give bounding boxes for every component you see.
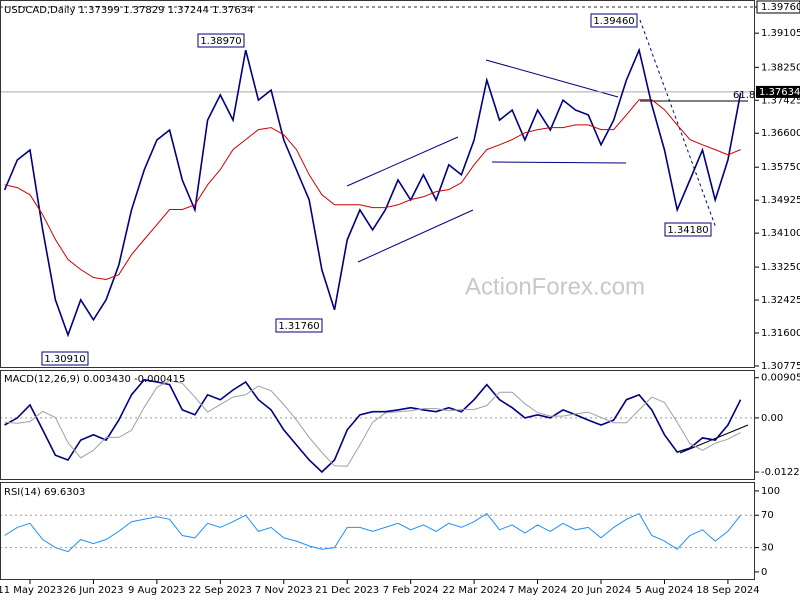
series-line	[4, 99, 741, 281]
x-tick-label: 5 Aug 2024	[636, 585, 694, 596]
last-price-box	[756, 85, 800, 98]
series-line	[4, 380, 741, 467]
y-tick-label: 0	[761, 567, 767, 578]
x-tick-label: 9 Aug 2023	[128, 585, 186, 596]
y-tick-label: 30	[761, 543, 774, 554]
x-tick-label: 22 Mar 2024	[442, 585, 505, 596]
y-tick-label: 100	[761, 486, 780, 497]
y-tick-label: 1.39105	[761, 28, 800, 39]
triangle-line	[491, 161, 627, 164]
x-tick-label: 7 Nov 2023	[255, 585, 313, 596]
series-line	[4, 378, 742, 474]
series-line	[4, 512, 741, 553]
x-tick-label: 11 May 2023	[0, 585, 63, 596]
y-tick-label: 1.38250	[761, 62, 800, 73]
y-tick-label: 1.39760	[761, 2, 800, 13]
x-tick-label: 7 May 2024	[508, 585, 567, 596]
x-tick-label: 22 Sep 2023	[189, 585, 252, 596]
y-tick-label: 1.30775	[761, 361, 800, 372]
macd-trendline	[679, 424, 749, 454]
y-tick-label: 1.34100	[761, 228, 800, 239]
annotation: 1.38970	[200, 36, 241, 47]
y-tick-label: 1.35750	[761, 162, 800, 173]
x-tick-label: 26 Jun 2023	[63, 585, 123, 596]
watermark: ActionForex.com	[465, 273, 645, 300]
annotation-box	[664, 222, 712, 237]
panel-frame	[0, 370, 755, 480]
y-tick-label: 1.32425	[761, 295, 800, 306]
x-tick-label: 18 Sep 2024	[696, 585, 759, 596]
x-tick-label: 21 Dec 2023	[315, 585, 379, 596]
last-price-label: 1.37634	[759, 87, 800, 98]
series-line	[3, 47, 742, 338]
y-tick-label: 70	[761, 510, 774, 521]
panel-title: MACD(12,26,9) 0.003430 -0.000415	[4, 374, 185, 385]
annotation: 1.39460	[593, 16, 634, 27]
annotation-box	[41, 351, 89, 366]
y-tick-label: -0.012209	[761, 467, 800, 478]
panel-frame	[0, 0, 755, 368]
annotation: 61.8	[733, 90, 755, 101]
panel-title: USDCAD,Daily 1.37399 1.37829 1.37244 1.3…	[4, 5, 254, 16]
annotation: 1.30910	[44, 354, 85, 365]
y-tick-label: 1.33250	[761, 262, 800, 273]
y-tick-label: 1.31600	[761, 328, 800, 339]
annotation-box	[590, 13, 638, 28]
panel-title: RSI(14) 69.6303	[4, 487, 85, 498]
annotation-box	[197, 33, 245, 48]
drawings	[346, 19, 749, 454]
y-tick-label: 1.37425	[761, 95, 800, 106]
y-tick-label: 0.00	[761, 413, 783, 424]
annotation-box	[275, 318, 323, 333]
channel-line	[357, 209, 474, 263]
y-tick-label: 1.36600	[761, 128, 800, 139]
panel-frame	[0, 482, 755, 580]
x-tick-label: 20 Jun 2024	[571, 585, 631, 596]
annotation: 1.31760	[278, 321, 319, 332]
channel-line	[346, 136, 459, 187]
y-tick-label: 0.009055	[761, 373, 800, 384]
tick-highlight	[756, 0, 800, 14]
retracement-line	[639, 19, 717, 229]
y-tick-label: 1.34925	[761, 195, 800, 206]
x-tick-label: 7 Feb 2024	[383, 585, 439, 596]
annotation: 1.34180	[667, 225, 708, 236]
triangle-line	[485, 59, 619, 98]
